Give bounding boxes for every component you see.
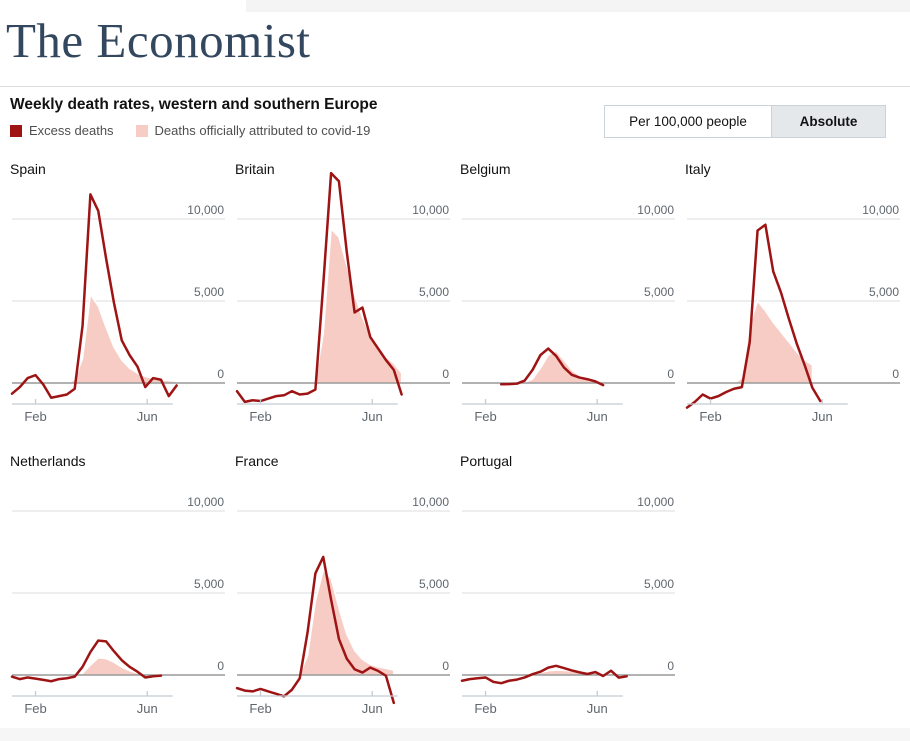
y-tick-label: 0: [892, 367, 899, 381]
chart-canvas: 0 5,000 10,000 Feb Jun: [10, 495, 225, 716]
chart-title: Belgium: [460, 161, 511, 177]
excess-deaths-line: [10, 193, 178, 400]
y-tick-label: 0: [217, 659, 224, 673]
excess-deaths-swatch-icon: [10, 124, 22, 137]
x-tick-label: Jun: [362, 409, 383, 424]
legend-label-excess: Excess deaths: [29, 123, 114, 138]
y-tick-label: 0: [442, 367, 449, 381]
y-tick-label: 10,000: [637, 495, 674, 509]
y-tick-label: 5,000: [644, 285, 674, 299]
toggle-absolute-button[interactable]: Absolute: [771, 106, 885, 137]
x-tick-label: Jun: [137, 409, 158, 424]
y-tick-label: 10,000: [862, 203, 899, 217]
y-tick-label: 0: [667, 659, 674, 673]
chart-title: Britain: [235, 161, 275, 177]
x-tick-label: Feb: [249, 409, 271, 424]
chart-spain: Spain 0 5,000 10,000 Feb Jun: [10, 160, 235, 436]
covid-deaths-area: [236, 228, 403, 384]
chart-belgium: Belgium 0 5,000 10,000 Feb Jun: [460, 160, 685, 436]
header-divider: [0, 86, 910, 87]
masthead: The Economist: [6, 10, 311, 80]
x-tick-label: Feb: [24, 409, 46, 424]
x-tick-label: Jun: [812, 409, 833, 424]
excess-deaths-line: [685, 223, 822, 409]
legend: Excess deaths Deaths officially attribut…: [10, 123, 900, 138]
chart-headline: Weekly death rates, western and southern…: [10, 96, 378, 113]
excess-deaths-line: [235, 555, 396, 705]
legend-label-covid: Deaths officially attributed to covid-19: [154, 123, 371, 138]
chart-canvas: 0 5,000 10,000 Feb Jun: [10, 193, 225, 424]
y-tick-label: 5,000: [419, 577, 449, 591]
chart-canvas: 0 5,000 10,000 Feb Jun: [235, 171, 450, 424]
covid-deaths-area: [11, 293, 178, 384]
y-tick-label: 5,000: [644, 577, 674, 591]
covid-deaths-swatch-icon: [135, 124, 148, 137]
x-tick-label: Jun: [587, 409, 608, 424]
chart-canvas: 0 5,000 10,000 Feb Jun: [460, 495, 675, 716]
masthead-title: The Economist: [6, 13, 311, 68]
chart-title: France: [235, 453, 279, 469]
y-tick-label: 10,000: [412, 495, 449, 509]
y-tick-label: 0: [442, 659, 449, 673]
chart-title: Netherlands: [10, 453, 86, 469]
y-tick-label: 10,000: [412, 203, 449, 217]
x-tick-label: Feb: [249, 701, 271, 716]
chart-canvas: 0 5,000 10,000 Feb Jun: [462, 203, 675, 424]
top-strip-white: [0, 0, 246, 12]
y-tick-label: 5,000: [869, 285, 899, 299]
chart-france: France 0 5,000 10,000 Feb Jun: [235, 452, 460, 728]
small-multiples-grid: Spain 0 5,000 10,000 Feb Jun Britain 0 5,000 10,0…: [10, 160, 910, 728]
x-tick-label: Feb: [24, 701, 46, 716]
x-tick-label: Feb: [699, 409, 721, 424]
x-tick-label: Jun: [587, 701, 608, 716]
chart-netherlands: Netherlands 0 5,000 10,000 Feb Jun: [10, 452, 235, 728]
x-tick-label: Feb: [474, 409, 496, 424]
chart-italy: Italy 0 5,000 10,000 Feb Jun: [685, 160, 910, 436]
chart-canvas: 0 5,000 10,000 Feb Jun: [235, 495, 450, 716]
toggle-per-100000-button[interactable]: Per 100,000 people: [605, 106, 771, 137]
chart-canvas: 0 5,000 10,000 Feb Jun: [685, 203, 900, 424]
excess-deaths-line: [10, 639, 163, 683]
y-tick-label: 10,000: [187, 495, 224, 509]
x-tick-label: Jun: [137, 701, 158, 716]
covid-deaths-area: [236, 569, 395, 676]
chart-britain: Britain 0 5,000 10,000 Feb Jun: [235, 160, 460, 436]
chart-title: Italy: [685, 161, 711, 177]
chart-title: Spain: [10, 161, 46, 177]
chart-portugal: Portugal 0 5,000 10,000 Feb Jun: [460, 452, 685, 728]
y-tick-label: 5,000: [194, 577, 224, 591]
excess-deaths-line: [235, 171, 403, 404]
excess-deaths-line: [499, 347, 605, 387]
legend-item-covid: Deaths officially attributed to covid-19: [135, 123, 371, 138]
legend-item-excess: Excess deaths: [10, 123, 114, 138]
top-strip: [0, 0, 910, 12]
x-tick-label: Feb: [474, 701, 496, 716]
y-tick-label: 10,000: [637, 203, 674, 217]
y-tick-label: 5,000: [194, 285, 224, 299]
y-tick-label: 5,000: [419, 285, 449, 299]
y-tick-label: 10,000: [187, 203, 224, 217]
excess-deaths-line: [460, 664, 628, 685]
bottom-strip: [0, 728, 910, 741]
chart-header: Weekly death rates, western and southern…: [10, 96, 900, 138]
y-tick-label: 0: [217, 367, 224, 381]
y-tick-label: 0: [667, 367, 674, 381]
units-toggle: Per 100,000 people Absolute: [604, 105, 886, 138]
chart-title: Portugal: [460, 453, 513, 469]
x-tick-label: Jun: [362, 701, 383, 716]
